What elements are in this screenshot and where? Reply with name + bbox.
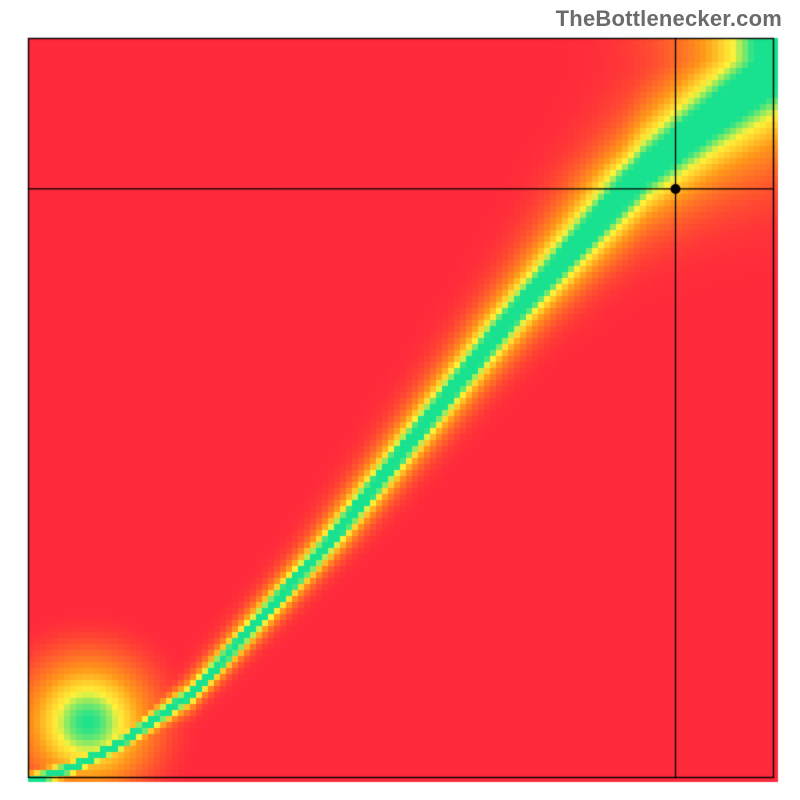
crosshair-overlay (0, 0, 800, 800)
watermark-text: TheBottlenecker.com (556, 6, 782, 32)
